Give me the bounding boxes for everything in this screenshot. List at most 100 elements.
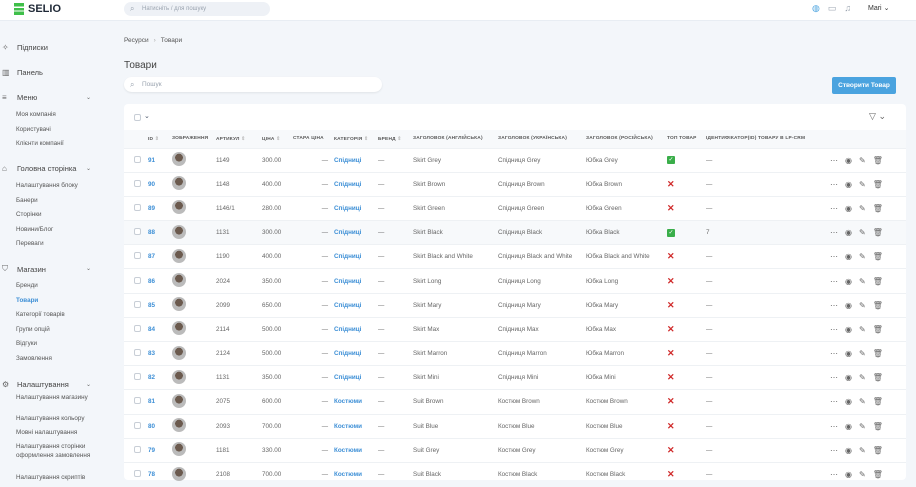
table-row[interactable]: 79 1181 330.00 — Костюми — Suit Grey Кос… <box>124 437 906 463</box>
table-row[interactable]: 90 1148 400.00 — Спідниці — Skirt Brown … <box>124 171 906 197</box>
edit-icon[interactable]: ✎ <box>858 324 866 334</box>
table-row[interactable]: 87 1190 400.00 — Спідниці — Skirt Black … <box>124 244 906 269</box>
more-icon[interactable]: ⋯ <box>830 445 838 455</box>
trash-icon[interactable]: 🗑 <box>872 421 883 431</box>
table-row[interactable]: 83 2124 500.00 — Спідниці — Skirt Marron… <box>124 340 906 366</box>
globe-icon[interactable]: ◍ <box>812 3 820 13</box>
more-icon[interactable]: ⋯ <box>830 373 838 383</box>
eye-icon[interactable]: ◉ <box>845 445 852 455</box>
product-id-link[interactable]: 78 <box>148 471 156 479</box>
product-id-link[interactable]: 87 <box>148 253 156 261</box>
row-checkbox[interactable] <box>134 300 141 308</box>
more-icon[interactable]: ⋯ <box>830 324 838 334</box>
column-header[interactable]: ЦІНА ⇕ <box>262 130 293 148</box>
sort-icon[interactable]: ⇕ <box>276 135 281 142</box>
row-checkbox[interactable] <box>134 252 141 260</box>
category-link[interactable]: Спідниці <box>334 229 362 237</box>
product-id-link[interactable]: 82 <box>148 374 156 382</box>
trash-icon[interactable]: 🗑 <box>872 155 883 165</box>
category-link[interactable]: Спідниці <box>334 156 362 164</box>
row-checkbox[interactable] <box>134 470 141 478</box>
sidebar-section-3[interactable]: ⌂ Головна сторінка <box>2 164 76 173</box>
chevron-down-icon[interactable]: ⌄ <box>86 95 92 101</box>
sidebar-item[interactable]: Мовні налаштування <box>16 429 78 436</box>
more-icon[interactable]: ⋯ <box>830 349 838 359</box>
column-header[interactable]: ID ⇕ <box>148 130 172 148</box>
table-row[interactable]: 91 1149 300.00 — Спідниці — Skirt Grey С… <box>124 147 906 173</box>
edit-icon[interactable]: ✎ <box>858 252 866 262</box>
category-link[interactable]: Спідниці <box>334 204 362 212</box>
product-id-link[interactable]: 79 <box>148 446 156 454</box>
table-row[interactable]: 88 1131 300.00 — Спідниці — Skirt Black … <box>124 220 906 245</box>
monitor-icon[interactable]: ▭ <box>827 3 837 13</box>
sidebar-item[interactable]: Клієнти компанії <box>16 140 64 147</box>
sort-icon[interactable]: ⇕ <box>364 135 369 142</box>
sidebar-item[interactable]: Налаштування блоку <box>16 182 78 189</box>
sidebar-item[interactable]: Відгуки <box>16 340 37 347</box>
user-menu[interactable]: Mari ⌄ <box>868 5 890 12</box>
product-id-link[interactable]: 80 <box>148 422 156 430</box>
product-id-link[interactable]: 89 <box>148 204 156 212</box>
trash-icon[interactable]: 🗑 <box>872 397 883 407</box>
trash-icon[interactable]: 🗑 <box>872 203 883 213</box>
more-icon[interactable]: ⋯ <box>830 203 838 213</box>
logo[interactable]: SELIO <box>14 3 61 15</box>
filter-icon[interactable]: ▽ ⌄ <box>869 111 886 121</box>
product-id-link[interactable]: 81 <box>148 398 156 406</box>
chevron-down-icon[interactable]: ⌄ <box>144 113 150 120</box>
table-row[interactable]: 86 2024 350.00 — Спідниці — Skirt Long С… <box>124 268 906 294</box>
product-id-link[interactable]: 88 <box>148 229 156 237</box>
eye-icon[interactable]: ◉ <box>845 324 852 334</box>
category-link[interactable]: Костюми <box>334 446 363 454</box>
product-id-link[interactable]: 86 <box>148 277 156 285</box>
row-checkbox[interactable] <box>134 179 141 187</box>
product-id-link[interactable]: 85 <box>148 301 156 309</box>
sidebar-section-0[interactable]: ✧ Підписки <box>2 43 48 52</box>
sidebar-item[interactable]: Групи опцій <box>16 326 50 333</box>
eye-icon[interactable]: ◉ <box>845 155 852 165</box>
sort-icon[interactable]: ⇕ <box>241 135 246 142</box>
search-input[interactable]: ⌕ Пошук <box>124 77 382 92</box>
row-checkbox[interactable] <box>134 276 141 284</box>
edit-icon[interactable]: ✎ <box>858 155 866 165</box>
bell-icon[interactable]: ♫ <box>844 3 852 13</box>
edit-icon[interactable]: ✎ <box>858 373 866 383</box>
sidebar-item[interactable]: Новини/Блог <box>16 226 54 233</box>
row-checkbox[interactable] <box>134 373 141 381</box>
row-checkbox[interactable] <box>134 155 141 163</box>
eye-icon[interactable]: ◉ <box>845 276 852 286</box>
row-checkbox[interactable] <box>134 349 141 357</box>
sidebar-item[interactable]: Налаштування кольору <box>16 415 85 422</box>
category-link[interactable]: Спідниці <box>334 180 362 188</box>
edit-icon[interactable]: ✎ <box>858 300 866 310</box>
trash-icon[interactable]: 🗑 <box>872 324 883 334</box>
sidebar-section-1[interactable]: ▥ Панель <box>2 68 43 77</box>
category-link[interactable]: Спідниці <box>334 325 362 333</box>
more-icon[interactable]: ⋯ <box>830 470 838 480</box>
eye-icon[interactable]: ◉ <box>845 349 852 359</box>
column-header[interactable]: БРЕНД ⇕ <box>378 130 413 148</box>
more-icon[interactable]: ⋯ <box>830 228 838 238</box>
row-checkbox[interactable] <box>134 397 141 405</box>
more-icon[interactable]: ⋯ <box>830 276 838 286</box>
chevron-down-icon[interactable]: ⌄ <box>86 266 92 272</box>
trash-icon[interactable]: 🗑 <box>872 252 883 262</box>
more-icon[interactable]: ⋯ <box>830 252 838 262</box>
product-id-link[interactable]: 83 <box>148 350 156 358</box>
trash-icon[interactable]: 🗑 <box>872 179 883 189</box>
edit-icon[interactable]: ✎ <box>858 421 866 431</box>
edit-icon[interactable]: ✎ <box>858 470 866 480</box>
product-id-link[interactable]: 90 <box>148 180 156 188</box>
sidebar-section-2[interactable]: ≡ Меню <box>2 93 37 102</box>
trash-icon[interactable]: 🗑 <box>872 470 883 480</box>
category-link[interactable]: Спідниці <box>334 277 362 285</box>
sidebar-item[interactable]: Налаштування скриптів <box>16 474 86 481</box>
category-link[interactable]: Спідниці <box>334 350 362 358</box>
column-header[interactable]: КАТЕГОРІЯ ⇕ <box>334 130 378 148</box>
edit-icon[interactable]: ✎ <box>858 179 866 189</box>
trash-icon[interactable]: 🗑 <box>872 228 883 238</box>
more-icon[interactable]: ⋯ <box>830 179 838 189</box>
trash-icon[interactable]: 🗑 <box>872 445 883 455</box>
create-product-button[interactable]: Створити Товар <box>832 77 896 94</box>
sort-icon[interactable]: ⇕ <box>154 135 160 142</box>
